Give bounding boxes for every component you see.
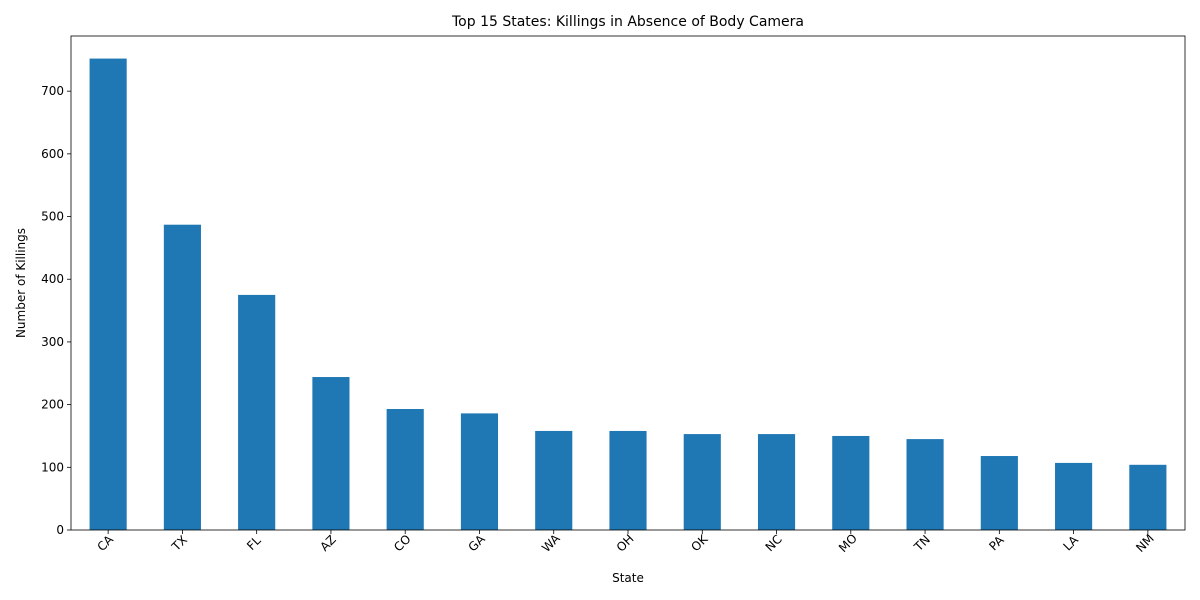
y-tick-label: 500 <box>41 210 64 224</box>
x-tick-label: WA <box>539 531 563 555</box>
x-tick-label: NC <box>763 532 785 554</box>
y-axis-label: Number of Killings <box>14 228 28 338</box>
x-tick-label: TN <box>911 532 933 554</box>
x-tick-label: OK <box>688 531 711 554</box>
plot-area <box>70 35 1186 531</box>
x-tick-label: CA <box>94 532 116 554</box>
y-tick-label: 0 <box>56 523 64 537</box>
y-tick-label: 600 <box>41 147 64 161</box>
bar-nc <box>757 434 796 530</box>
y-tick-label: 200 <box>41 398 64 412</box>
bar-tx <box>163 224 201 530</box>
x-tick-label: AZ <box>317 532 339 554</box>
x-tick-label: TX <box>168 533 190 555</box>
chart-title: Top 15 States: Killings in Absence of Bo… <box>451 14 804 30</box>
bar-tn <box>906 439 944 530</box>
bar-wa <box>535 430 573 530</box>
bar-la <box>1055 462 1093 530</box>
y-tick-label: 300 <box>41 335 64 349</box>
x-tick-label: PA <box>986 532 1007 553</box>
y-tick-label: 400 <box>41 272 64 286</box>
bar-nm <box>1129 464 1167 530</box>
x-tick-label: NM <box>1133 531 1157 555</box>
x-tick-label: CO <box>391 532 414 555</box>
x-tick-label: MO <box>836 531 860 555</box>
x-tick-label: OH <box>614 532 637 555</box>
y-tick-label: 700 <box>41 84 64 98</box>
bar-ca <box>89 58 127 530</box>
x-tick-label: FL <box>244 533 264 553</box>
bar-pa <box>980 456 1018 530</box>
x-axis-label: State <box>612 571 644 585</box>
x-tick-label: GA <box>465 531 488 554</box>
bar-fl <box>238 294 276 530</box>
x-tick-label: LA <box>1060 532 1081 553</box>
bar-mo <box>832 435 870 530</box>
bar-ga <box>460 413 499 530</box>
bar-oh <box>609 430 647 530</box>
bar-az <box>312 377 350 530</box>
bar-co <box>386 409 424 530</box>
x-axis: CA TX FL AZ CO GA WA OH OK NC MO TN PA LA NM <box>94 530 1157 555</box>
y-axis: 0 100 200 300 400 500 600 700 <box>41 84 71 537</box>
y-tick-label: 100 <box>41 460 64 474</box>
bar-ok <box>683 434 721 530</box>
